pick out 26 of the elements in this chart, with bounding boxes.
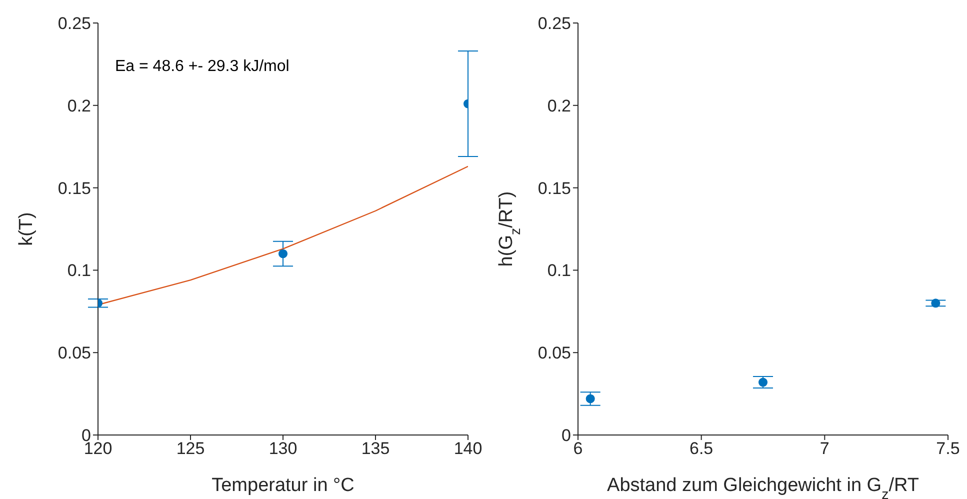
- annotation: Ea = 48.6 +- 29.3 kJ/mol: [115, 58, 290, 75]
- y-tick-label: 0.25: [58, 14, 91, 34]
- x-tick-label: 135: [361, 439, 390, 458]
- y-axis-title: k(T): [16, 212, 37, 246]
- point: [931, 298, 940, 308]
- x-tick-label: 140: [454, 439, 482, 458]
- x-tick-label: 7.5: [936, 439, 960, 458]
- y-tick-label: 0.1: [67, 261, 91, 280]
- x-axis-title: Abstand zum Gleichgewicht in G$_{z}$/RT: [607, 475, 920, 499]
- y-tick-label: 0.05: [58, 344, 91, 363]
- x-tick-label: 130: [268, 439, 298, 458]
- y-tick-label: 0: [562, 426, 571, 446]
- y-tick-label: 0.1: [547, 261, 571, 280]
- y-tick-label: 0.05: [538, 344, 571, 363]
- point: [586, 394, 595, 404]
- y-tick-label: 0.15: [58, 178, 91, 198]
- y-tick-label: 0.2: [67, 96, 91, 116]
- x-tick-label: 7: [820, 439, 830, 458]
- x-axis-title: Temperatur in °C: [212, 475, 354, 496]
- x-tick-label: 125: [176, 439, 205, 458]
- x-tick-label: 6.5: [690, 439, 714, 458]
- point: [758, 378, 768, 387]
- y-tick-label: 0.25: [538, 14, 571, 34]
- y-tick-label: 0.2: [547, 96, 571, 116]
- y-tick-label: 0.15: [538, 178, 571, 198]
- x-tick-label: 6: [573, 439, 583, 458]
